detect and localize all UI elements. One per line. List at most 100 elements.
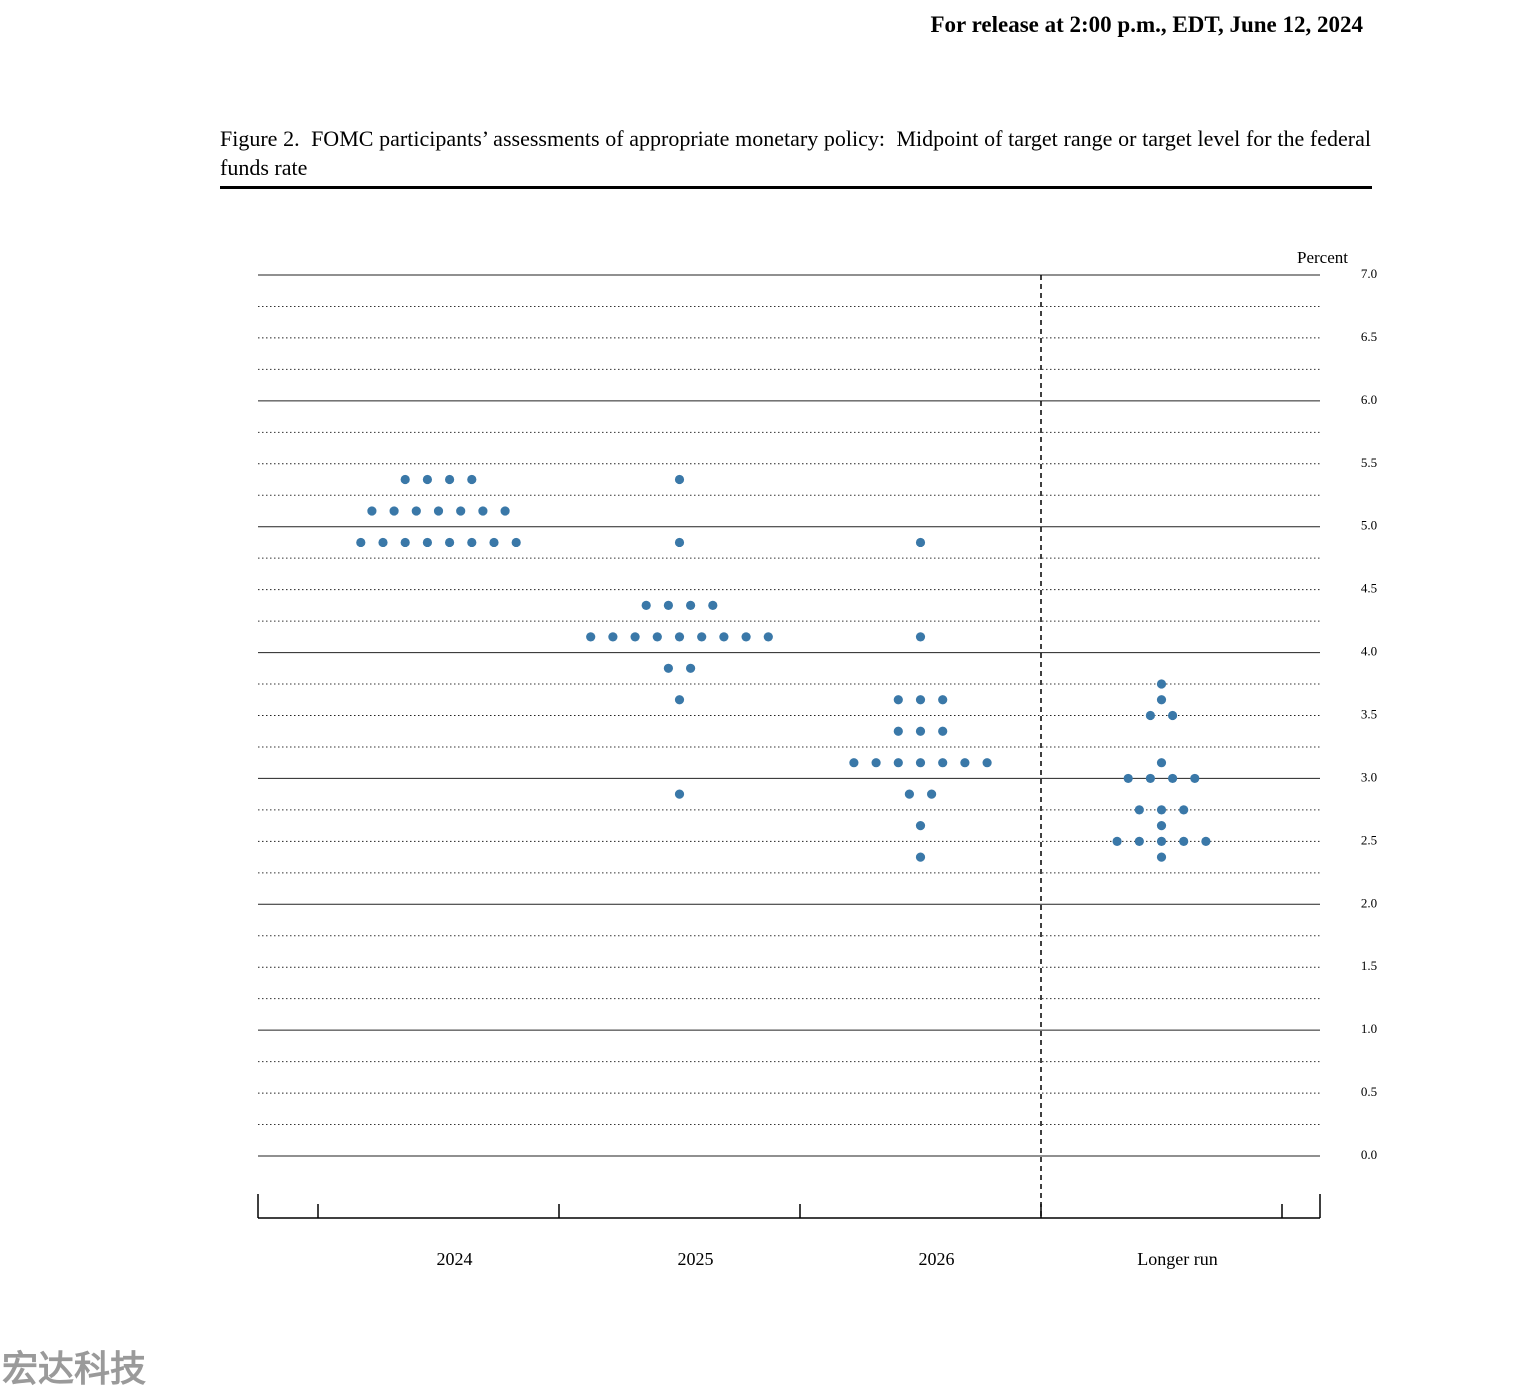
dot [915, 537, 926, 548]
dot [445, 537, 455, 548]
y-tick-label: 3.5 [1361, 706, 1377, 721]
y-axis-label: Percent [1297, 248, 1348, 267]
y-tick-label: 2.5 [1361, 832, 1377, 847]
dot [641, 600, 651, 610]
dot [1145, 710, 1155, 721]
dot [674, 789, 685, 799]
dot [1134, 836, 1144, 846]
dot [1156, 836, 1167, 846]
release-note: For release at 2:00 p.m., EDT, June 12, … [930, 12, 1364, 37]
dot [915, 695, 926, 705]
dot [445, 474, 455, 485]
dot [367, 506, 377, 516]
dot [467, 537, 477, 548]
x-tick-label: 2024 [437, 1249, 473, 1269]
dot [915, 726, 926, 736]
y-tick-label: 0.0 [1361, 1147, 1377, 1162]
dot [400, 537, 410, 548]
dot [708, 600, 718, 610]
dot [686, 600, 696, 610]
dot [489, 537, 499, 548]
dot [763, 632, 773, 642]
dot [1156, 695, 1167, 705]
dot [1123, 773, 1133, 784]
y-tick-label: 5.0 [1361, 518, 1377, 533]
dot [400, 474, 410, 485]
dot [697, 632, 707, 642]
dot [1179, 805, 1189, 815]
dot [915, 632, 926, 642]
dot [686, 663, 696, 673]
dot [422, 474, 432, 485]
dot [378, 537, 388, 548]
dot [663, 663, 674, 673]
dot [1156, 852, 1167, 862]
dot [1145, 773, 1155, 784]
dot [915, 821, 926, 831]
dot [719, 632, 729, 642]
dot [500, 506, 510, 516]
dot [511, 537, 521, 548]
dot [938, 726, 948, 736]
dot [893, 726, 903, 736]
dot [1168, 710, 1178, 721]
dot [1156, 679, 1167, 689]
dot [674, 474, 685, 485]
dot [904, 789, 915, 799]
chart-title: Figure 2. FOMC participants’ assessments… [220, 126, 1377, 180]
y-tick-label: 2.0 [1361, 895, 1377, 910]
dot [938, 758, 948, 768]
watermark: 宏达科技 [2, 1349, 147, 1390]
dot [1134, 805, 1144, 815]
dot [586, 632, 596, 642]
dot [1190, 773, 1200, 784]
dot [1179, 836, 1189, 846]
y-tick-label: 4.0 [1361, 644, 1377, 659]
x-tick-label: 2026 [919, 1249, 955, 1269]
dot [893, 695, 903, 705]
x-tick-label: Longer run [1137, 1249, 1217, 1269]
dot [1156, 821, 1167, 831]
dot [608, 632, 618, 642]
dot [927, 789, 937, 799]
dot [422, 537, 432, 548]
y-tick-label: 1.0 [1361, 1021, 1377, 1036]
dot [893, 758, 903, 768]
y-tick-label: 5.5 [1361, 455, 1377, 470]
dot [982, 758, 992, 768]
dot [1168, 773, 1178, 784]
dot [630, 632, 640, 642]
dot [674, 537, 685, 548]
y-tick-label: 7.0 [1361, 266, 1377, 281]
y-tick-label: 4.5 [1361, 581, 1377, 596]
dot [389, 506, 399, 516]
dot [1112, 836, 1122, 846]
y-tick-label: 6.5 [1361, 329, 1377, 344]
dot [960, 758, 970, 768]
dot [652, 632, 662, 642]
dot [456, 506, 466, 516]
dot [663, 600, 674, 610]
title-rule [220, 186, 1372, 189]
dot [1156, 758, 1167, 768]
dot [938, 695, 948, 705]
dot [915, 758, 926, 768]
dot [433, 506, 444, 516]
y-tick-label: 6.0 [1361, 392, 1377, 407]
dot [915, 852, 926, 862]
dot [1201, 836, 1211, 846]
y-tick-label: 3.0 [1361, 769, 1377, 784]
dot [411, 506, 421, 516]
dot [478, 506, 488, 516]
dot [356, 537, 366, 548]
dot [849, 758, 859, 768]
dot [674, 695, 685, 705]
y-tick-label: 0.5 [1361, 1084, 1377, 1099]
dot [674, 632, 685, 642]
dot [1156, 805, 1167, 815]
y-tick-label: 1.5 [1361, 958, 1377, 973]
dot [871, 758, 881, 768]
dot [467, 474, 477, 485]
